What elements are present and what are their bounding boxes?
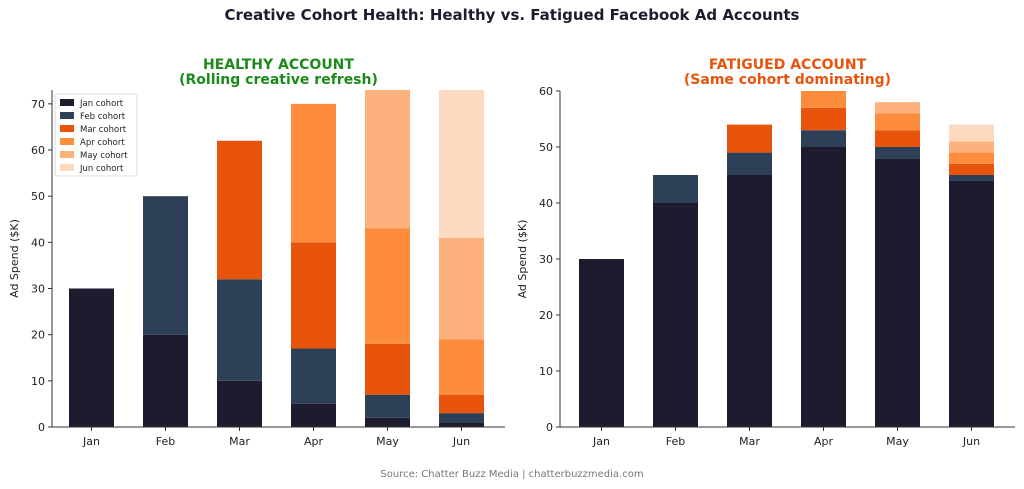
bar-segment [875, 130, 920, 147]
bar-segment [653, 175, 698, 203]
y-tick-label: 30 [539, 253, 553, 266]
bar-segment [727, 152, 772, 175]
x-tick-label: Apr [814, 435, 834, 448]
bar-segment [653, 203, 698, 427]
y-tick-label: 70 [31, 98, 45, 111]
legend-swatch [60, 138, 74, 145]
y-axis-label: Ad Spend ($K) [8, 219, 21, 298]
chart-title: HEALTHY ACCOUNT [203, 57, 354, 73]
x-tick-label: Jan [82, 435, 100, 448]
legend-label: Feb cohort [80, 112, 126, 122]
bar-segment [143, 334, 188, 427]
bar-segment [439, 90, 484, 238]
x-tick-label: Feb [666, 435, 685, 448]
bar-segment [439, 394, 484, 414]
y-tick-label: 50 [31, 190, 45, 203]
y-tick-label: 0 [546, 421, 553, 434]
bar-segment [727, 175, 772, 427]
bar-segment [217, 279, 262, 381]
x-tick-label: Jun [962, 435, 980, 448]
bar-segment [949, 175, 994, 181]
x-tick-label: Mar [229, 435, 250, 448]
bar-segment [875, 158, 920, 427]
legend-box [54, 93, 138, 177]
bar-segment [801, 91, 846, 108]
bar-segment [439, 413, 484, 423]
bar-segment [875, 113, 920, 131]
bar-segment [949, 180, 994, 427]
chart-title: FATIGUED ACCOUNT [709, 57, 867, 73]
x-tick-label: May [886, 435, 909, 448]
bar-segment [291, 242, 336, 349]
bar-segment [365, 228, 410, 344]
bar-segment [143, 196, 188, 335]
bar-segment [291, 103, 336, 243]
y-tick-label: 40 [539, 197, 553, 210]
bar-segment [801, 107, 846, 131]
main-title: Creative Cohort Health: Healthy vs. Fati… [224, 6, 800, 24]
chart-subtitle: (Same cohort dominating) [684, 72, 891, 88]
source-note: Source: Chatter Buzz Media | chatterbuzz… [380, 469, 644, 480]
bar-segment [949, 152, 994, 164]
legend-swatch [60, 151, 74, 158]
bar-segment [69, 288, 114, 427]
legend-swatch [60, 164, 74, 171]
legend-label: Apr cohort [80, 138, 125, 148]
chart-subtitle: (Rolling creative refresh) [179, 72, 378, 88]
legend-swatch [60, 125, 74, 132]
x-tick-label: Apr [304, 435, 324, 448]
legend-swatch [60, 99, 74, 106]
legend-label: Jan cohort [79, 99, 124, 109]
bar-segment [439, 237, 484, 340]
legend-swatch [60, 112, 74, 119]
x-tick-label: Feb [156, 435, 175, 448]
bar-segment [579, 259, 624, 427]
y-tick-label: 50 [539, 141, 553, 154]
bar-segment [291, 403, 336, 427]
bar-segment [949, 141, 994, 153]
y-tick-label: 0 [38, 421, 45, 434]
y-tick-label: 40 [31, 236, 45, 249]
legend-label: May cohort [80, 151, 128, 161]
bar-segment [365, 394, 410, 418]
legend-label: Mar cohort [80, 125, 127, 135]
bar-segment [801, 147, 846, 427]
x-tick-label: May [376, 435, 399, 448]
bar-segment [365, 343, 410, 395]
legend-label: Jun cohort [79, 164, 124, 174]
bar-segment [365, 417, 410, 427]
x-tick-label: Jan [592, 435, 610, 448]
bar-segment [875, 147, 920, 159]
bar-segment [727, 124, 772, 153]
bar-segment [801, 130, 846, 147]
y-axis-label: Ad Spend ($K) [516, 220, 529, 299]
bar-segment [217, 380, 262, 427]
y-tick-label: 30 [31, 283, 45, 296]
y-tick-label: 20 [31, 329, 45, 342]
y-tick-label: 10 [539, 365, 553, 378]
bar-segment [291, 348, 336, 404]
bar-segment [365, 90, 410, 229]
bar-segment [217, 140, 262, 280]
y-tick-label: 10 [31, 375, 45, 388]
y-tick-label: 60 [539, 85, 553, 98]
y-tick-label: 60 [31, 144, 45, 157]
bar-segment [439, 422, 484, 427]
bar-segment [949, 124, 994, 142]
bar-segment [875, 102, 920, 114]
y-tick-label: 20 [539, 309, 553, 322]
bar-segment [439, 339, 484, 395]
x-tick-label: Jun [452, 435, 470, 448]
x-tick-label: Mar [739, 435, 760, 448]
bar-segment [949, 163, 994, 175]
